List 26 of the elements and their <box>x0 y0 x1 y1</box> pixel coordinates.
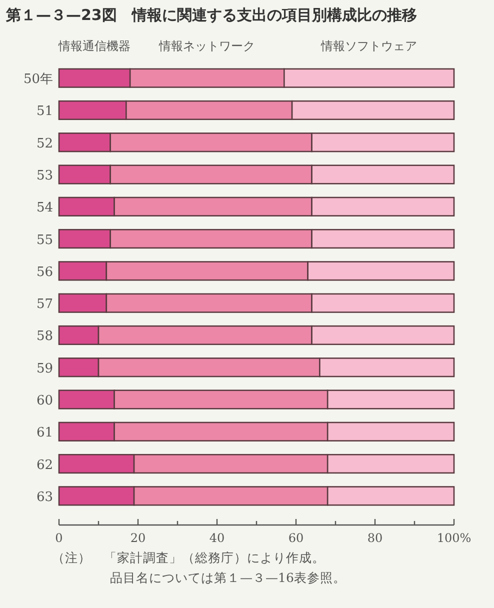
series-label: 情報通信機器 <box>58 39 131 53</box>
x-tick-label: 60 <box>288 531 304 545</box>
y-tick-label: 63 <box>36 490 53 505</box>
x-tick-label: 100% <box>436 531 472 545</box>
y-tick-label: 61 <box>36 426 53 441</box>
y-tick-label: 59 <box>36 361 53 376</box>
y-tick-label: 55 <box>36 232 53 248</box>
y-tick-label: 52 <box>36 136 53 152</box>
text: 品目名については第１—３—16表参照。 <box>110 570 346 585</box>
y-tick-label: 58 <box>36 329 53 344</box>
series-label: 情報ネットワーク <box>158 39 256 53</box>
y-tick-label: 53 <box>36 168 53 184</box>
y-tick-label: 62 <box>36 458 53 473</box>
x-tick-label: 80 <box>367 531 383 545</box>
chart-title: 第１—３—23図 情報に関連する支出の項目別構成比の推移 <box>5 6 417 24</box>
y-tick-label: 60 <box>36 394 53 408</box>
y-tick-label: 57 <box>36 297 53 312</box>
text: （注） 「家計調査」（総務庁）により作成。 <box>52 550 325 565</box>
x-tick-label: 40 <box>209 531 225 545</box>
series-label: 情報ソフトウェア <box>320 39 418 53</box>
y-tick-label: 50年 <box>23 72 53 88</box>
x-tick-label: 20 <box>130 531 146 545</box>
y-tick-label: 56 <box>36 264 53 280</box>
x-tick-label: 0 <box>55 531 63 545</box>
y-tick-label: 54 <box>36 200 53 216</box>
y-tick-label: 51 <box>36 104 53 120</box>
